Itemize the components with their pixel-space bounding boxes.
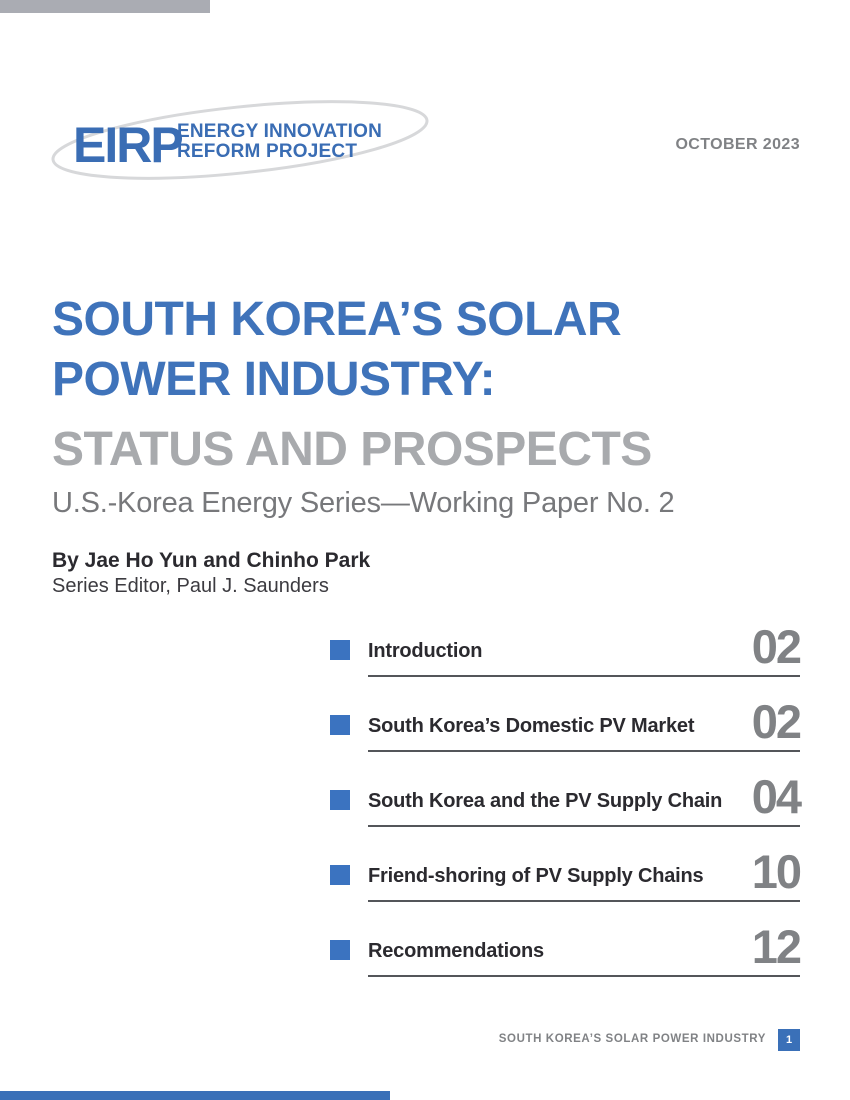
logo-name: ENERGY INNOVATION REFORM PROJECT [177, 122, 382, 162]
page-title-line2: POWER INDUSTRY: [52, 353, 496, 406]
toc-entry-friend-shoring[interactable]: Friend-shoring of PV Supply Chains 10 [330, 846, 802, 902]
toc-entry-label: Friend-shoring of PV Supply Chains [368, 865, 704, 887]
logo-name-line2: REFORM PROJECT [177, 141, 358, 162]
publication-date: OCTOBER 2023 [675, 136, 800, 153]
toc-entry-page-number: 02 [751, 695, 802, 748]
toc-entry-page-number: 12 [751, 920, 802, 973]
toc-entry-domestic-pv-market[interactable]: South Korea’s Domestic PV Market 02 [330, 696, 802, 752]
toc-entry-label: Recommendations [368, 940, 544, 962]
footer-page-number-badge: 1 [778, 1029, 800, 1051]
toc-entry-page-number: 02 [751, 620, 802, 673]
square-bullet-icon [330, 715, 350, 735]
byline-editor: Series Editor, Paul J. Saunders [52, 575, 329, 597]
page-subtitle: STATUS AND PROSPECTS [52, 423, 652, 476]
page-title-line1: SOUTH KOREA’S SOLAR [52, 293, 622, 346]
toc-entry-label: South Korea and the PV Supply Chain [368, 790, 723, 812]
eirp-logo: EIRP ENERGY INNOVATION REFORM PROJECT [51, 98, 429, 182]
series-label: U.S.-Korea Energy Series—Working Paper N… [52, 487, 675, 519]
logo-name-line1: ENERGY INNOVATION [177, 121, 383, 142]
toc-entry-page-number: 10 [751, 845, 802, 898]
bottom-decorative-bar [0, 1091, 390, 1100]
toc-entry-pv-supply-chain[interactable]: South Korea and the PV Supply Chain 04 [330, 771, 802, 827]
square-bullet-icon [330, 940, 350, 960]
toc-entry-introduction[interactable]: Introduction 02 [330, 621, 802, 677]
logo-acronym: EIRP [73, 117, 184, 173]
toc-entry-label: Introduction [368, 640, 483, 662]
toc-entry-page-number: 04 [751, 770, 802, 823]
toc-entry-label: South Korea’s Domestic PV Market [368, 715, 695, 737]
top-decorative-bar [0, 0, 210, 13]
square-bullet-icon [330, 790, 350, 810]
footer-running-title: SOUTH KOREA’S SOLAR POWER INDUSTRY [498, 1033, 766, 1045]
toc-entry-recommendations[interactable]: Recommendations 12 [330, 921, 802, 977]
square-bullet-icon [330, 865, 350, 885]
square-bullet-icon [330, 640, 350, 660]
byline-authors: By Jae Ho Yun and Chinho Park [52, 549, 371, 572]
orbit-swoosh-icon [51, 100, 429, 180]
